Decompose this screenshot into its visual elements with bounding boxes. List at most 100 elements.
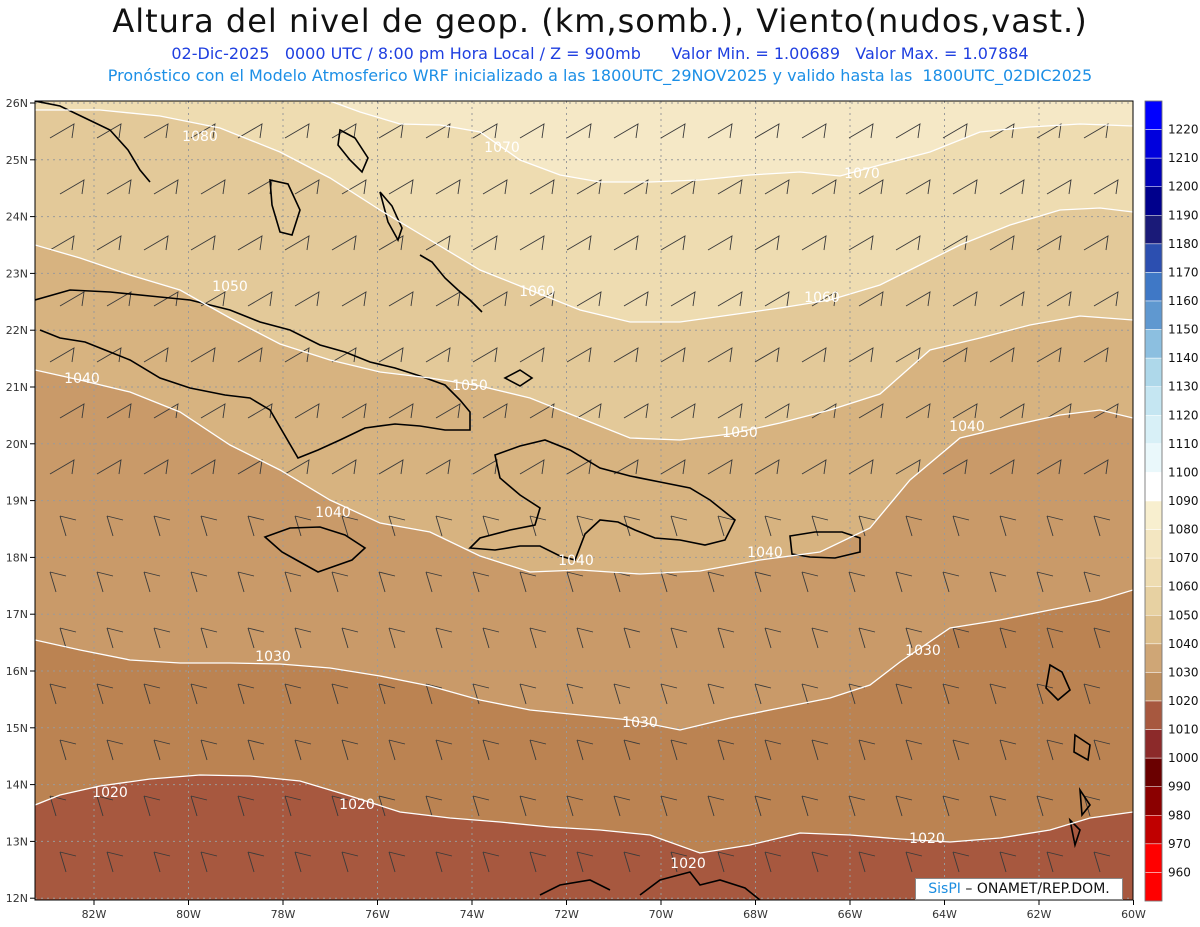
wind-barb: [294, 291, 320, 307]
legend-label: 1180: [1168, 237, 1199, 251]
wind-barb: [341, 739, 359, 761]
legend-swatch: [1144, 615, 1163, 645]
legend-label: 1030: [1168, 665, 1199, 679]
florida-coast: [35, 101, 151, 183]
wind-barb: [96, 459, 122, 475]
lon-tick-label: 66W: [838, 908, 863, 921]
wind-barb: [952, 403, 978, 419]
wind-barb: [237, 795, 255, 817]
wind-barb: [811, 851, 829, 873]
wind-barb: [707, 683, 725, 705]
wind-barb: [1093, 515, 1111, 537]
wind-barb: [529, 851, 547, 873]
wind-barb: [858, 851, 876, 873]
legend-swatch: [1144, 815, 1163, 845]
lesser-antilles: [1045, 663, 1091, 849]
wind-barb: [811, 403, 837, 419]
wind-barb: [59, 403, 85, 419]
wind-barb: [200, 515, 218, 537]
lat-tick-label: 25N: [6, 154, 28, 167]
wind-barb: [811, 627, 829, 649]
legend-label: 1160: [1168, 294, 1199, 308]
lat-tick-label: 13N: [6, 835, 28, 848]
wind-barb: [613, 683, 631, 705]
cuba-coast: [35, 289, 471, 459]
wind-barb: [331, 459, 357, 475]
wind-barb: [59, 627, 77, 649]
wind-barb: [1036, 571, 1054, 593]
wind-barb: [707, 459, 733, 475]
wind-barb: [247, 403, 273, 419]
wind-barb: [623, 291, 649, 307]
lon-tick-label: 68W: [743, 908, 768, 921]
wind-barb: [670, 403, 696, 419]
contour-label: 1020: [339, 797, 375, 813]
wind-barb: [341, 291, 367, 307]
wind-barb: [1083, 123, 1109, 139]
legend-swatch: [1144, 357, 1163, 387]
lat-tick-label: 19N: [6, 495, 28, 508]
contour-lines: [35, 101, 1133, 854]
wind-barb: [237, 235, 263, 251]
wind-barb: [1083, 683, 1101, 705]
wind-barb: [106, 739, 124, 761]
wind-barb: [576, 179, 602, 195]
wind-barb: [153, 179, 179, 195]
wind-barb: [143, 795, 161, 817]
wind-barb: [566, 347, 592, 363]
wind-barb: [190, 123, 216, 139]
lon-tick-label: 74W: [460, 908, 485, 921]
wind-barb: [999, 627, 1017, 649]
wind-barb: [190, 571, 208, 593]
wind-barb: [1083, 571, 1101, 593]
wind-barb: [247, 627, 265, 649]
wind-barb: [388, 403, 414, 419]
lat-tick-label: 12N: [6, 892, 28, 905]
legend-label: 1150: [1168, 323, 1199, 337]
wind-barb: [576, 403, 602, 419]
wind-barb: [190, 459, 216, 475]
wind-barb: [59, 515, 77, 537]
legend-swatch: [1144, 557, 1163, 587]
wind-barb: [247, 851, 265, 873]
wind-barb: [801, 459, 827, 475]
wind-barb: [388, 515, 406, 537]
wind-barb: [1036, 123, 1062, 139]
wind-barb: [989, 795, 1007, 817]
legend-swatch: [1144, 186, 1163, 216]
contour-label: 1040: [747, 545, 783, 561]
wind-barb: [942, 683, 960, 705]
south-american-coast: [539, 871, 761, 900]
contour-label: 1030: [905, 643, 941, 659]
wind-barb: [96, 235, 122, 251]
wind-barb: [425, 795, 443, 817]
wind-barb: [247, 739, 265, 761]
wind-barb: [190, 235, 216, 251]
wind-barb: [341, 851, 359, 873]
wind-barb: [1046, 739, 1064, 761]
wind-barb: [1083, 347, 1109, 363]
wind-barb: [566, 459, 592, 475]
wind-barb: [623, 851, 641, 873]
wind-barb: [905, 851, 923, 873]
wind-barb: [529, 627, 547, 649]
legend-swatch: [1144, 643, 1163, 673]
wind-barb: [482, 515, 500, 537]
legend-swatch: [1144, 672, 1163, 702]
wind-barb: [153, 739, 171, 761]
wind-barb: [1046, 627, 1064, 649]
legend-swatch: [1144, 729, 1163, 759]
contour-label: 1060: [519, 284, 555, 300]
wind-barb: [670, 739, 688, 761]
wind-barb: [942, 347, 968, 363]
wind-barb: [59, 739, 77, 761]
wind-barb: [153, 627, 171, 649]
lat-tick-label: 22N: [6, 324, 28, 337]
wind-barb: [952, 515, 970, 537]
legend-label: 990: [1168, 780, 1191, 794]
wind-barb: [764, 627, 782, 649]
wind-barb: [378, 459, 404, 475]
wind-barb: [801, 571, 819, 593]
wind-barb: [200, 739, 218, 761]
wind-barb: [858, 179, 884, 195]
